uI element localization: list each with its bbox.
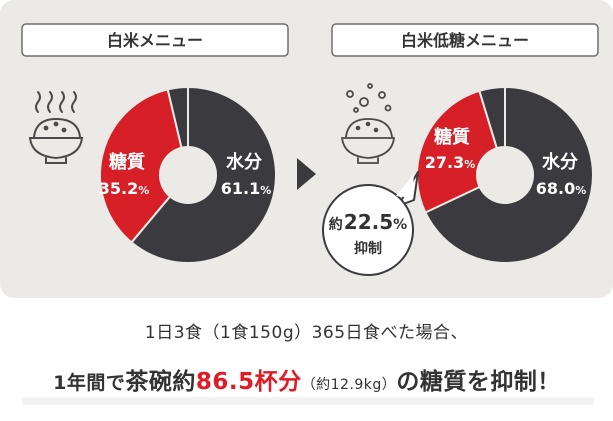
right-donut-hole [476, 146, 534, 204]
comparison-graphic: 白米メニュー 白米低糖メニュー 糖質 35.2% 水分 61.1% 糖質 27.… [21, 23, 599, 276]
right-header-box [331, 23, 599, 57]
summary-headline: 1年間で茶碗約86.5杯分（約12.9kg）の糖質を抑制！ [0, 362, 613, 396]
headline-exclamation: ！ [537, 370, 560, 395]
headline-part-2: 茶碗約 [125, 369, 196, 395]
summary-underline [22, 397, 594, 405]
right-sugar-label: 糖質 [434, 126, 470, 148]
speech-bubble-icon [322, 171, 419, 276]
right-water-value: 68.0% [536, 179, 587, 198]
left-chart-title: 白米メニュー [107, 31, 203, 50]
left-sugar-slice [99, 88, 190, 244]
summary-condition: 1日3食（1食150g）365日食べた場合、 [144, 323, 469, 343]
left-water-label: 水分 [226, 151, 262, 173]
arrow-right-icon [297, 158, 316, 190]
left-sugar-value: 35.2% [99, 179, 150, 198]
headline-highlight: 86.5杯分 [195, 369, 302, 395]
right-chart-title: 白米低糖メニュー [401, 31, 529, 50]
steaming-rice-bowl-icon [28, 91, 84, 164]
left-header-box [21, 23, 289, 57]
left-pie-chart [99, 85, 277, 264]
right-pie-chart [416, 85, 594, 264]
callout-label: 抑制 [354, 240, 382, 257]
left-sugar-label: 糖質 [109, 151, 145, 173]
right-water-label: 水分 [542, 151, 578, 173]
headline-weight-note: （約12.9kg） [301, 377, 397, 393]
left-water-value: 61.1% [221, 179, 272, 198]
headline-part-1: 1年間で [53, 372, 126, 394]
left-donut-hole [159, 146, 217, 204]
callout-value: 約22.5% [329, 210, 407, 234]
right-sugar-value: 27.3% [425, 153, 476, 172]
bubbling-rice-bowl-icon [340, 83, 396, 164]
headline-part-3: の糖質を抑制 [396, 369, 538, 395]
